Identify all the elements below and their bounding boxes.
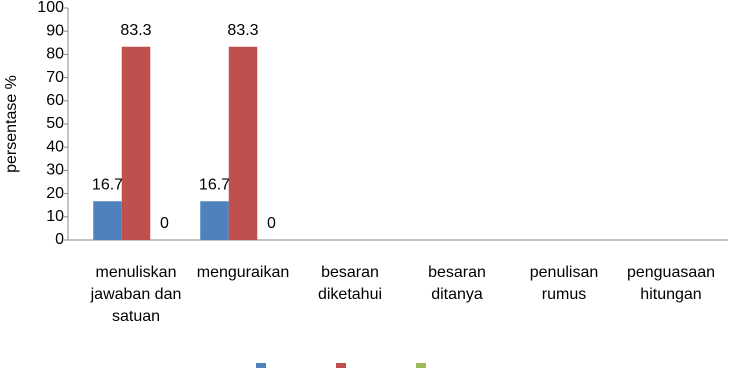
data-label: 0 — [160, 215, 169, 232]
y-tick-label: 10 — [46, 208, 64, 225]
legend-swatch — [256, 363, 266, 368]
y-tick-label: 0 — [55, 231, 64, 248]
legend-swatch — [416, 363, 426, 368]
y-axis-label: persentase % — [3, 75, 20, 173]
y-tick-label: 90 — [46, 22, 64, 39]
x-tick-label: penulisan rumus — [529, 264, 599, 303]
y-tick-label: 30 — [46, 162, 64, 179]
data-label: 16.7 — [199, 176, 230, 193]
x-tick-label: besaran diketahui — [317, 264, 383, 303]
x-tick-label: menuliskan jawaban dan satuan — [90, 264, 182, 325]
bar — [200, 201, 229, 240]
y-tick-label: 60 — [46, 92, 64, 109]
x-tick-label: besaran ditanya — [428, 264, 486, 303]
x-tick-label: menguraikan — [196, 264, 290, 281]
y-tick-label: 70 — [46, 69, 64, 86]
legend-swatch — [336, 363, 346, 368]
data-label: 83.3 — [227, 22, 258, 39]
x-tick-label: penguasaan hitungan — [626, 264, 716, 303]
y-tick-label: 20 — [46, 185, 64, 202]
data-label: 16.7 — [92, 176, 123, 193]
y-tick-label: 40 — [46, 138, 64, 155]
bar — [121, 46, 151, 240]
y-tick-label: 100 — [37, 0, 64, 16]
bar — [228, 46, 258, 240]
y-tick-label: 80 — [46, 46, 64, 63]
data-label: 0 — [267, 215, 276, 232]
bar — [93, 201, 122, 240]
y-tick-label: 50 — [46, 115, 64, 132]
data-label: 83.3 — [120, 22, 151, 39]
